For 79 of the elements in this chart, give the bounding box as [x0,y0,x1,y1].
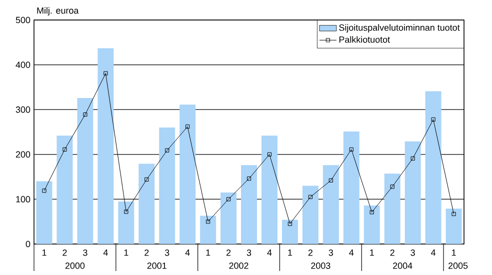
point [144,177,149,182]
bar [261,136,278,244]
legend-label: Palkkiotuotot [339,36,390,43]
x-tick-label: 3 [83,250,88,256]
point [370,210,374,214]
x-tick-label: 3 [328,250,334,256]
y-tick-label: 300 [16,106,30,113]
point [206,220,210,224]
x-tick-label: 1 [370,250,374,256]
text: 2001 [147,262,166,269]
bar [180,104,196,244]
x-tick-label: 2 [390,250,394,256]
point [104,71,108,76]
point [452,212,456,216]
y-tick-label: 0 [26,240,30,248]
bar [282,220,298,244]
y-tick-label: 100 [16,196,30,202]
x-tick-label: 2 [144,250,149,256]
text: 2000 [65,262,85,269]
point [390,184,394,189]
bar [343,132,360,244]
x-tick-label: 3 [246,250,252,256]
x-tick-label: 2 [308,250,312,256]
y-tick-label: 200 [16,151,30,158]
x-tick-label: 3 [164,250,170,256]
point [165,148,170,152]
x-tick-label: 4 [267,250,272,256]
point [42,188,46,193]
point [410,156,415,160]
y-tick-label: 400 [16,62,30,68]
bar [56,136,73,244]
bar [404,141,421,244]
y-axis-title: Milj. euroa [37,7,79,16]
point [124,210,128,214]
bar [384,174,400,244]
point [62,147,67,152]
bar [138,164,155,244]
point [431,117,436,122]
bar [220,192,237,244]
point [328,178,333,182]
x-tick-label: 1 [452,250,456,256]
bar [98,48,114,244]
bar [364,205,380,244]
point [186,124,190,129]
x-tick-label: 4 [349,250,354,256]
bar [159,128,176,244]
bar [200,216,216,244]
bar [302,186,318,244]
bar [36,181,52,244]
bar [425,91,442,244]
x-tick-label: 4 [431,250,436,256]
x-tick-label: 1 [42,250,46,256]
legend-label: Sijoituspalvelutoiminnan tuotot [339,24,460,33]
x-tick-label: 1 [206,250,210,256]
point [226,197,231,202]
x-tick-label: 4 [103,250,108,256]
text: 2003 [311,262,330,269]
x-tick-label: 1 [124,250,128,256]
text: 2005 [448,262,468,269]
x-tick-label: 2 [62,250,67,256]
bar [446,208,462,244]
point [349,147,354,152]
bar [118,201,134,244]
text: 2002 [229,262,248,269]
point [267,152,272,156]
x-tick-label: 1 [288,250,292,256]
y-tick-label: 500 [16,16,30,24]
point [308,194,312,200]
text: 2004 [393,262,412,269]
point [83,112,88,117]
bar [77,98,94,244]
bar [322,165,339,244]
x-tick-label: 2 [226,250,231,256]
x-tick-label: 4 [185,250,190,256]
line-series [42,71,456,226]
x-tick-label: 3 [410,250,415,256]
point [288,222,292,226]
point [246,176,252,181]
bar [241,165,257,244]
